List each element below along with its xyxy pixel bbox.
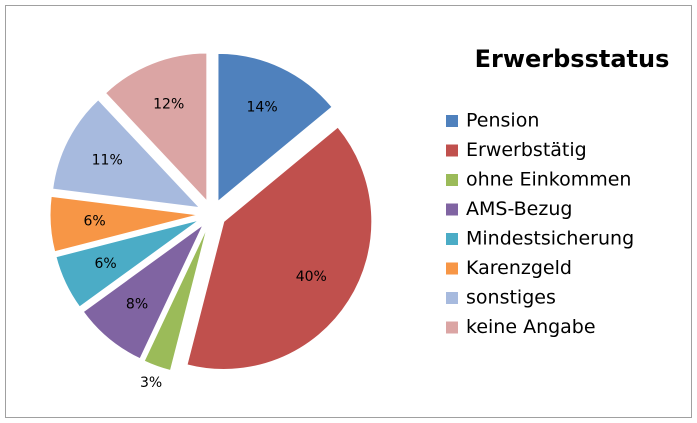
legend-label: ohne Einkommen xyxy=(466,169,631,191)
legend-swatch xyxy=(446,144,458,157)
data-label: 6% xyxy=(94,256,116,272)
pie-slice xyxy=(49,195,199,253)
legend-swatch xyxy=(446,262,458,275)
legend-label: Mindestsicherung xyxy=(466,228,634,250)
data-label: 40% xyxy=(296,269,327,285)
chart-title: Erwerbsstatus xyxy=(475,45,670,73)
data-label: 14% xyxy=(247,100,278,116)
legend-swatch xyxy=(446,292,458,304)
pie-slice xyxy=(55,219,200,308)
pie-slice xyxy=(104,52,208,203)
legend-label: Erwerbstätig xyxy=(466,139,587,161)
legend-label: sonstiges xyxy=(466,287,556,309)
legend-label: Karenzgeld xyxy=(466,257,572,279)
pie-slice xyxy=(52,99,201,209)
legend-label: keine Angabe xyxy=(466,316,596,338)
data-label: 6% xyxy=(84,213,106,229)
legend-swatch xyxy=(446,115,458,127)
legend-label: Pension xyxy=(466,110,539,132)
pie-slice xyxy=(217,52,333,203)
data-label: 8% xyxy=(126,297,148,313)
legend-swatch xyxy=(446,233,458,245)
pie-slice xyxy=(82,224,204,360)
data-label: 12% xyxy=(153,97,184,113)
legend-label: AMS-Bezug xyxy=(466,198,572,220)
legend-swatch xyxy=(446,174,458,186)
legend-swatch xyxy=(446,321,458,334)
legend-swatch xyxy=(446,203,458,216)
pie-slice xyxy=(186,126,373,370)
data-label: 3% xyxy=(140,375,162,391)
pie-slice xyxy=(143,226,208,372)
data-label: 11% xyxy=(92,153,123,169)
